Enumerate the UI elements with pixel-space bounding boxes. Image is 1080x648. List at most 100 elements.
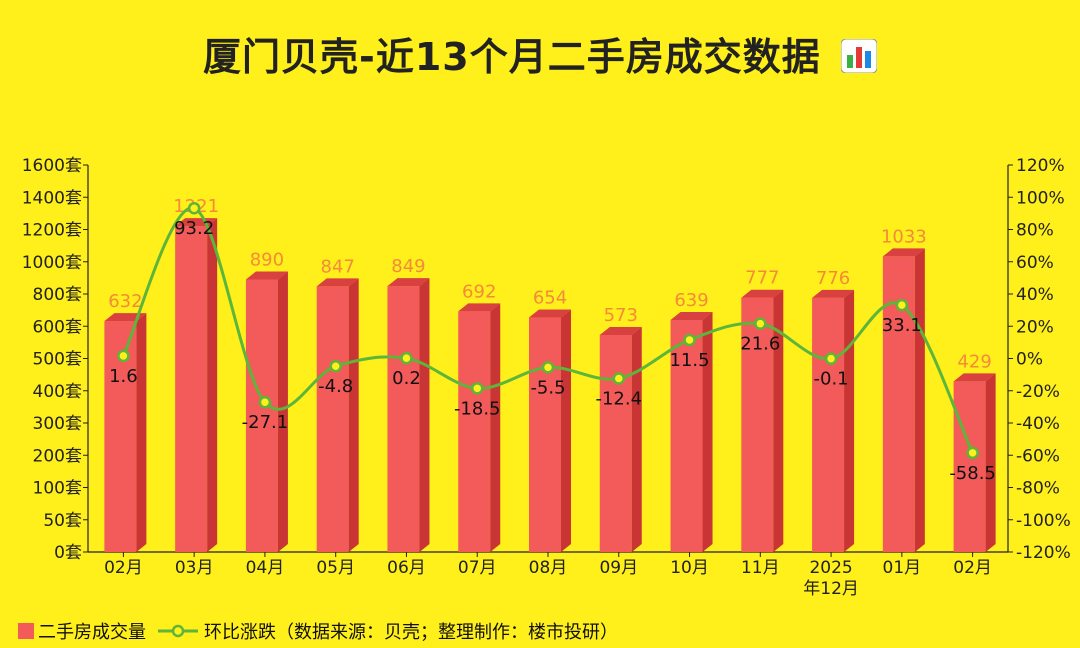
bar-top-face xyxy=(245,271,288,280)
bar-value-label: 654 xyxy=(533,288,567,309)
right-tick-label: 0% xyxy=(1016,350,1043,370)
right-tick-label: 80% xyxy=(1016,221,1054,241)
x-tick-label: 03月 xyxy=(175,558,214,578)
mom-point xyxy=(187,201,201,215)
legend-item-line[interactable]: 环比涨跌（数据来源：贝壳；整理制作：楼市投研） xyxy=(156,618,618,644)
mom-value-label: -12.4 xyxy=(595,388,642,409)
x-tick-label: 01月 xyxy=(883,558,922,578)
mom-point xyxy=(895,298,909,312)
bar-value-label: 429 xyxy=(957,351,991,372)
x-tick-label: 02月 xyxy=(953,558,992,578)
bar-top-face xyxy=(599,326,642,335)
mom-value-label: 11.5 xyxy=(669,350,709,371)
legend-line-swatch xyxy=(156,622,200,640)
x-tick-label: 10月 xyxy=(670,558,709,578)
x-tick-label: 06月 xyxy=(387,558,426,578)
mom-point xyxy=(754,317,767,330)
bar-side-face xyxy=(985,373,996,552)
legend-bar-swatch xyxy=(18,623,34,639)
mom-value-label: -58.5 xyxy=(949,463,996,484)
mom-point xyxy=(824,352,838,365)
left-tick-label: 500套 xyxy=(33,350,82,370)
right-tick-label: -40% xyxy=(1016,414,1060,434)
bar-top-face xyxy=(670,311,713,320)
mom-point xyxy=(966,446,979,460)
chart-title-text: 厦门贝壳-近13个月二手房成交数据 xyxy=(203,35,821,79)
mom-value-label: -5.5 xyxy=(530,377,565,398)
mom-point xyxy=(541,361,555,374)
legend-bar-label: 二手房成交量 xyxy=(38,622,146,643)
bar xyxy=(316,286,349,552)
mom-line xyxy=(122,206,974,454)
bar-value-label: 890 xyxy=(250,249,284,270)
bar-top-face xyxy=(529,309,571,318)
right-tick-label: -60% xyxy=(1016,446,1060,466)
bar xyxy=(245,279,278,552)
bar-top-face xyxy=(387,278,430,287)
bar xyxy=(599,334,632,552)
left-tick-label: 1400套 xyxy=(22,188,82,208)
bar-side-face xyxy=(773,289,784,552)
chart-title: 厦门贝壳-近13个月二手房成交数据 xyxy=(0,26,1080,82)
mom-point xyxy=(683,333,696,347)
left-tick-label: 100套 xyxy=(33,479,82,499)
bar-value-label: 847 xyxy=(321,256,355,277)
mom-value-label: -0.1 xyxy=(814,369,849,390)
bar xyxy=(175,226,208,552)
bar xyxy=(953,381,986,552)
x-tick-label: 年12月 xyxy=(803,579,859,599)
right-tick-label: 120% xyxy=(1016,156,1065,176)
right-tick-label: -100% xyxy=(1016,511,1071,531)
mom-point xyxy=(470,382,484,395)
legend-item-bar[interactable]: 二手房成交量 xyxy=(18,618,146,644)
right-tick-label: -20% xyxy=(1016,382,1060,402)
bar-value-label: 632 xyxy=(108,291,142,312)
mom-value-label: 21.6 xyxy=(740,334,780,355)
mom-value-label: -27.1 xyxy=(242,412,289,433)
x-tick-label: 07月 xyxy=(458,558,497,578)
bar xyxy=(529,317,561,552)
right-tick-label: 100% xyxy=(1016,188,1065,208)
mom-value-label: 33.1 xyxy=(882,315,922,336)
bar xyxy=(387,286,420,552)
mom-point xyxy=(400,351,413,365)
right-tick-label: 60% xyxy=(1016,253,1054,273)
bar-top-face xyxy=(741,289,784,298)
bar-side-face xyxy=(914,248,925,552)
bar xyxy=(670,319,703,552)
mom-point xyxy=(117,349,130,363)
bar-value-label: 639 xyxy=(674,290,708,311)
bar-side-face xyxy=(490,303,501,552)
right-tick-label: -120% xyxy=(1016,543,1071,563)
left-tick-label: 400套 xyxy=(33,382,82,402)
bar-top-face xyxy=(316,278,359,287)
left-tick-label: 200套 xyxy=(33,446,82,466)
right-tick-label: -80% xyxy=(1016,479,1060,499)
left-tick-label: 50套 xyxy=(43,511,82,531)
bar-value-label: 692 xyxy=(462,281,496,302)
bar-side-face xyxy=(844,289,855,552)
right-tick-label: 40% xyxy=(1016,285,1054,305)
bar-value-label: 1033 xyxy=(881,226,927,247)
bar-side-face xyxy=(277,271,288,552)
x-tick-label: 02月 xyxy=(104,558,143,578)
left-tick-label: 1200套 xyxy=(22,221,82,241)
bar-side-face xyxy=(136,313,147,552)
legend: 二手房成交量 环比涨跌（数据来源：贝壳；整理制作：楼市投研） xyxy=(18,618,618,644)
bar xyxy=(458,311,491,552)
x-tick-label: 08月 xyxy=(529,558,568,578)
mom-point xyxy=(258,395,272,409)
bar-side-face xyxy=(631,326,642,552)
bar-side-face xyxy=(419,278,430,552)
mom-value-label: 1.6 xyxy=(109,366,138,387)
left-tick-label: 1600套 xyxy=(22,156,82,176)
bar-side-face xyxy=(702,311,713,552)
bar-top-face xyxy=(953,373,996,382)
left-tick-label: 600套 xyxy=(33,317,82,337)
mom-value-label: 93.2 xyxy=(174,218,214,239)
mom-value-label: -4.8 xyxy=(318,376,353,397)
x-tick-label: 05月 xyxy=(316,558,355,578)
bar-top-face xyxy=(458,303,501,312)
x-tick-label: 11月 xyxy=(741,558,780,578)
